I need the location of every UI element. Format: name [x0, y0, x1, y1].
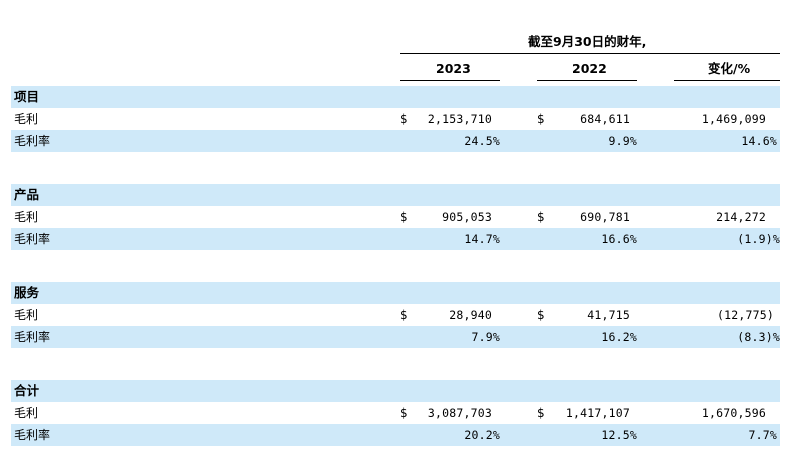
margin-change: (1.9)% [737, 232, 780, 246]
section-title: 服务 [14, 285, 40, 300]
margin-row-band [11, 228, 780, 250]
gross-profit-2022: 1,417,107 [565, 406, 630, 420]
margin-label: 毛利率 [14, 134, 51, 148]
column-rule-change [674, 80, 780, 81]
section-title: 产品 [14, 187, 40, 202]
currency-symbol: $ [537, 308, 545, 322]
gross-profit-label: 毛利 [14, 112, 39, 126]
column-rule-2022 [537, 80, 637, 81]
gross-profit-change: 1,469,099 [701, 112, 766, 126]
gross-profit-2023: 28,940 [449, 308, 492, 322]
gross-profit-2023: 905,053 [442, 210, 492, 224]
margin-2022: 16.6% [601, 232, 637, 246]
gross-profit-change: 1,670,596 [701, 406, 766, 420]
gross-profit-change: (12,775) [717, 308, 774, 322]
gross-profit-change: 214,272 [716, 210, 766, 224]
currency-symbol: $ [537, 210, 545, 224]
currency-symbol: $ [400, 210, 408, 224]
section-title: 项目 [14, 89, 40, 104]
gross-profit-2023: 2,153,710 [427, 112, 492, 126]
section-header-band [11, 184, 780, 206]
column-header-change: 变化/% [708, 61, 751, 76]
margin-2022: 16.2% [601, 330, 637, 344]
margin-change: (8.3)% [737, 330, 780, 344]
margin-label: 毛利率 [14, 232, 51, 246]
gross-profit-2022: 684,611 [580, 112, 630, 126]
margin-2022: 9.9% [608, 134, 637, 148]
column-header-2022: 2022 [572, 61, 607, 76]
section-header-band [11, 380, 780, 402]
margin-2022: 12.5% [601, 428, 637, 442]
gross-profit-2023: 3,087,703 [427, 406, 492, 420]
margin-2023: 14.7% [464, 232, 500, 246]
currency-symbol: $ [400, 112, 408, 126]
margin-2023: 24.5% [464, 134, 500, 148]
margin-change: 14.6% [741, 134, 777, 148]
gross-profit-label: 毛利 [14, 210, 39, 224]
header-rule-top [400, 53, 780, 54]
margin-row-band [11, 130, 780, 152]
margin-2023: 20.2% [464, 428, 500, 442]
currency-symbol: $ [400, 308, 408, 322]
margin-label: 毛利率 [14, 330, 51, 344]
column-rule-2023 [400, 80, 500, 81]
currency-symbol: $ [537, 406, 545, 420]
section-header-band [11, 282, 780, 304]
margin-row-band [11, 326, 780, 348]
period-title: 截至9月30日的财年, [528, 34, 647, 49]
gross-profit-label: 毛利 [14, 406, 39, 420]
currency-symbol: $ [537, 112, 545, 126]
gross-profit-2022: 690,781 [580, 210, 630, 224]
section-title: 合计 [14, 383, 40, 398]
margin-row-band [11, 424, 780, 446]
section-header-band [11, 86, 780, 108]
column-header-2023: 2023 [436, 61, 471, 76]
margin-2023: 7.9% [471, 330, 500, 344]
gross-profit-label: 毛利 [14, 308, 39, 322]
margin-change: 7.7% [748, 428, 777, 442]
gross-profit-2022: 41,715 [587, 308, 630, 322]
margin-label: 毛利率 [14, 428, 51, 442]
currency-symbol: $ [400, 406, 408, 420]
